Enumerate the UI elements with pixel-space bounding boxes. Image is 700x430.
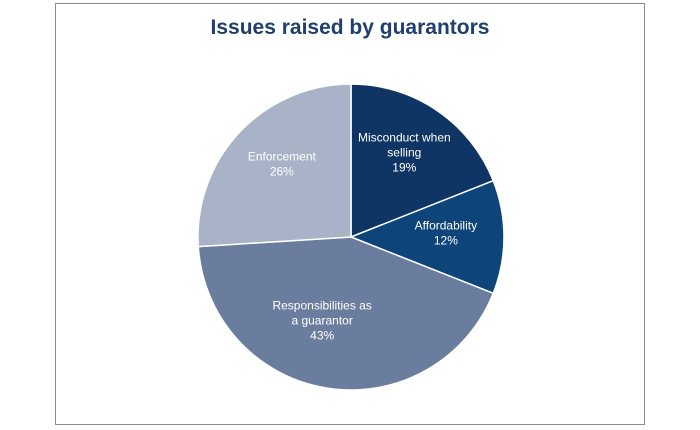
slice-name-label: Responsibilities as — [272, 299, 371, 313]
pie-slice-3 — [197, 83, 352, 248]
slice-value-label: 43% — [310, 329, 334, 343]
slice-name-label: Affordability — [415, 219, 477, 233]
slice-name-label: Enforcement — [248, 150, 317, 164]
slice-name-label: a guarantor — [291, 314, 352, 328]
slice-value-label: 19% — [392, 161, 416, 175]
pie-slice-1 — [348, 179, 505, 295]
slice-name-label: Misconduct when — [358, 131, 451, 145]
pie-slice-2 — [197, 236, 495, 391]
slice-name-label: selling — [387, 146, 421, 160]
chart-frame: Issues raised by guarantors Misconduct w… — [55, 3, 645, 425]
chart-title: Issues raised by guarantors — [210, 16, 490, 39]
pie-slice-0 — [350, 83, 495, 239]
slice-value-label: 12% — [434, 234, 458, 248]
slice-value-label: 26% — [270, 165, 294, 179]
